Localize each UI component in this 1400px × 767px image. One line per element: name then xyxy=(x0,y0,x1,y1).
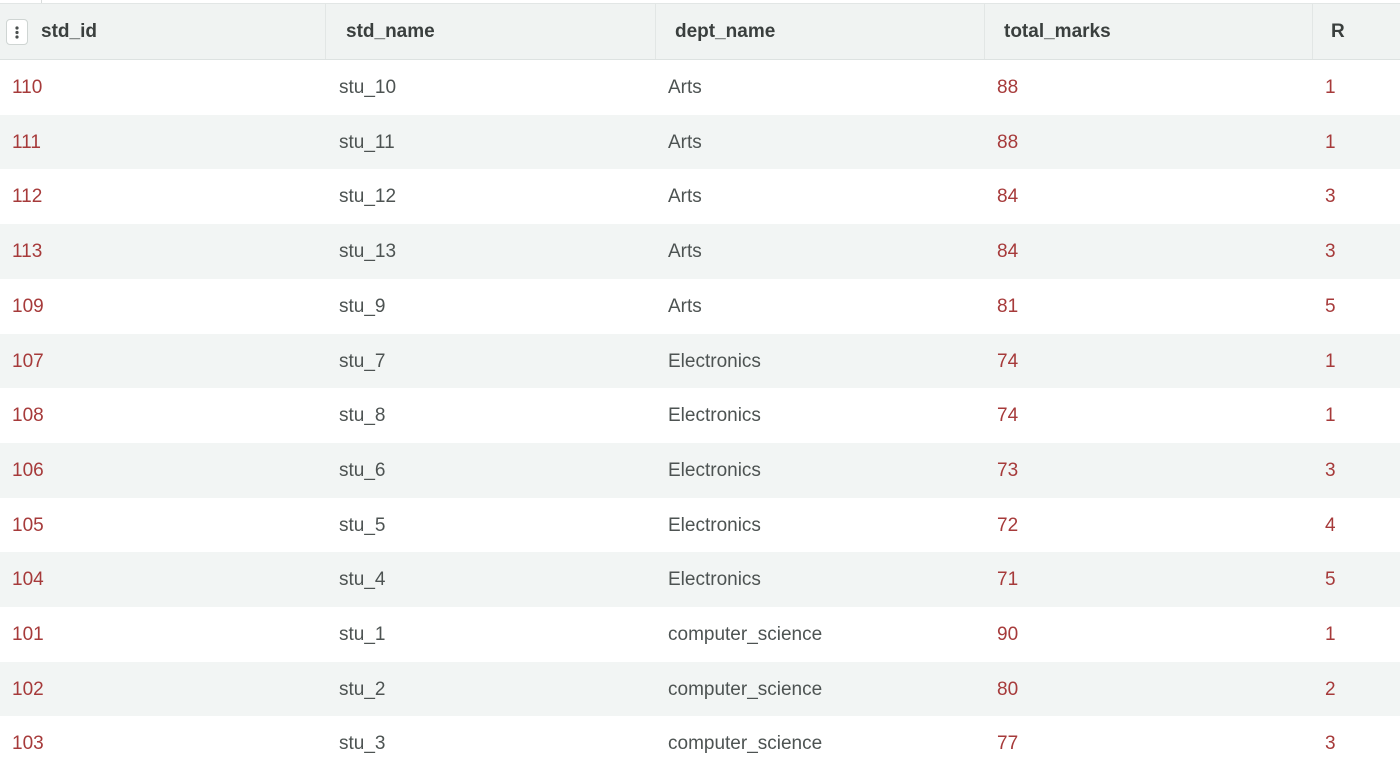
cell-total-marks[interactable]: 84 xyxy=(997,186,1019,208)
cell-total-marks[interactable]: 88 xyxy=(997,131,1019,153)
table-row[interactable]: 106 stu_6 Electronics 73 3 xyxy=(0,442,1400,498)
cell-total-marks[interactable]: 73 xyxy=(997,459,1019,481)
cell-total-marks[interactable]: 71 xyxy=(997,569,1019,591)
cell-r[interactable]: 3 xyxy=(1325,241,1336,263)
cell-std-name[interactable]: stu_9 xyxy=(339,295,386,317)
table-row[interactable]: 103 stu_3 computer_science 77 3 xyxy=(0,716,1400,767)
vertical-dots-icon xyxy=(15,26,19,39)
cell-dept-name[interactable]: computer_science xyxy=(668,733,823,755)
cell-total-marks[interactable]: 80 xyxy=(997,678,1019,700)
cell-r[interactable]: 1 xyxy=(1325,350,1336,372)
cell-std-name[interactable]: stu_12 xyxy=(339,186,397,208)
cell-total-marks[interactable]: 74 xyxy=(997,350,1019,372)
table-row[interactable]: 109 stu_9 Arts 81 5 xyxy=(0,278,1400,334)
cell-dept-name[interactable]: Arts xyxy=(668,186,702,208)
cell-r[interactable]: 1 xyxy=(1325,624,1336,645)
column-header-dept-name[interactable]: dept_name xyxy=(656,4,985,59)
column-header-r[interactable]: R xyxy=(1313,4,1400,59)
cell-total-marks[interactable]: 77 xyxy=(997,733,1019,755)
cell-dept-name[interactable]: Electronics xyxy=(668,350,761,372)
cell-total-marks[interactable]: 72 xyxy=(997,514,1019,536)
column-header-std-id[interactable]: std_id xyxy=(0,4,326,59)
cell-std-id[interactable]: 113 xyxy=(12,241,43,263)
column-header-label: total_marks xyxy=(1004,21,1111,42)
cell-r[interactable]: 3 xyxy=(1325,186,1336,208)
column-header-std-name[interactable]: std_name xyxy=(326,4,656,59)
cell-dept-name[interactable]: Electronics xyxy=(668,459,761,481)
cell-std-id[interactable]: 109 xyxy=(12,295,44,317)
table-row[interactable]: 110 stu_10 Arts 88 1 xyxy=(0,60,1400,115)
cell-std-id[interactable]: 104 xyxy=(12,569,44,591)
cell-dept-name[interactable]: Arts xyxy=(668,77,702,98)
cell-r[interactable]: 3 xyxy=(1325,459,1336,481)
cell-total-marks[interactable]: 88 xyxy=(997,77,1019,98)
cell-r[interactable]: 1 xyxy=(1325,131,1336,153)
column-header-label: std_id xyxy=(41,21,97,42)
cell-dept-name[interactable]: Arts xyxy=(668,131,702,153)
cell-std-id[interactable]: 112 xyxy=(12,186,43,208)
table-row[interactable]: 101 stu_1 computer_science 90 1 xyxy=(0,607,1400,662)
cell-std-name[interactable]: stu_7 xyxy=(339,350,386,372)
table-row[interactable]: 112 stu_12 Arts 84 3 xyxy=(0,169,1400,225)
top-divider xyxy=(41,0,42,3)
table-row[interactable]: 104 stu_4 Electronics 71 5 xyxy=(0,552,1400,608)
cell-dept-name[interactable]: Electronics xyxy=(668,514,761,536)
cell-std-id[interactable]: 108 xyxy=(12,405,44,427)
cell-std-name[interactable]: stu_6 xyxy=(339,459,386,481)
cell-std-name[interactable]: stu_3 xyxy=(339,733,386,755)
cell-dept-name[interactable]: computer_science xyxy=(668,678,823,700)
cell-total-marks[interactable]: 90 xyxy=(997,624,1019,645)
cell-total-marks[interactable]: 74 xyxy=(997,405,1019,427)
cell-dept-name[interactable]: Arts xyxy=(668,241,702,263)
cell-r[interactable]: 5 xyxy=(1325,295,1336,317)
column-header-label: std_name xyxy=(346,21,435,42)
cell-std-name[interactable]: stu_4 xyxy=(339,569,386,591)
cell-dept-name[interactable]: Electronics xyxy=(668,405,761,427)
cell-std-id[interactable]: 101 xyxy=(12,624,44,645)
table-row[interactable]: 102 stu_2 computer_science 80 2 xyxy=(0,661,1400,717)
cell-r[interactable]: 4 xyxy=(1325,514,1336,536)
cell-std-name[interactable]: stu_5 xyxy=(339,514,386,536)
cell-std-name[interactable]: stu_11 xyxy=(339,131,395,153)
cell-std-name[interactable]: stu_13 xyxy=(339,241,397,263)
cell-r[interactable]: 3 xyxy=(1325,733,1336,755)
cell-r[interactable]: 1 xyxy=(1325,405,1336,427)
grid-header: std_id std_name dept_name total_marks R xyxy=(0,3,1400,60)
cell-r[interactable]: 5 xyxy=(1325,569,1336,591)
cell-std-id[interactable]: 110 xyxy=(12,77,43,98)
column-menu-button[interactable] xyxy=(6,19,28,45)
cell-std-id[interactable]: 102 xyxy=(12,678,44,700)
cell-dept-name[interactable]: Electronics xyxy=(668,569,761,591)
cell-std-name[interactable]: stu_1 xyxy=(339,624,386,645)
cell-std-name[interactable]: stu_2 xyxy=(339,678,386,700)
column-header-label: R xyxy=(1331,21,1345,42)
cell-r[interactable]: 1 xyxy=(1325,77,1336,98)
column-header-label: dept_name xyxy=(675,21,776,42)
cell-dept-name[interactable]: Arts xyxy=(668,295,702,317)
cell-r[interactable]: 2 xyxy=(1325,678,1336,700)
cell-std-id[interactable]: 103 xyxy=(12,733,44,755)
table-row[interactable]: 111 stu_11 Arts 88 1 xyxy=(0,114,1400,170)
column-header-total-marks[interactable]: total_marks xyxy=(985,4,1313,59)
cell-std-id[interactable]: 105 xyxy=(12,514,44,536)
cell-std-id[interactable]: 107 xyxy=(12,350,44,372)
cell-std-name[interactable]: stu_8 xyxy=(339,405,386,427)
cell-std-name[interactable]: stu_10 xyxy=(339,77,397,98)
cell-dept-name[interactable]: computer_science xyxy=(668,624,823,645)
cell-total-marks[interactable]: 84 xyxy=(997,241,1019,263)
table-row[interactable]: 108 stu_8 Electronics 74 1 xyxy=(0,388,1400,444)
table-row[interactable]: 113 stu_13 Arts 84 3 xyxy=(0,224,1400,280)
table-row[interactable]: 105 stu_5 Electronics 72 4 xyxy=(0,497,1400,553)
table-row[interactable]: 107 stu_7 Electronics 74 1 xyxy=(0,333,1400,389)
cell-std-id[interactable]: 106 xyxy=(12,459,44,481)
cell-std-id[interactable]: 111 xyxy=(12,131,41,153)
cell-total-marks[interactable]: 81 xyxy=(997,295,1019,317)
